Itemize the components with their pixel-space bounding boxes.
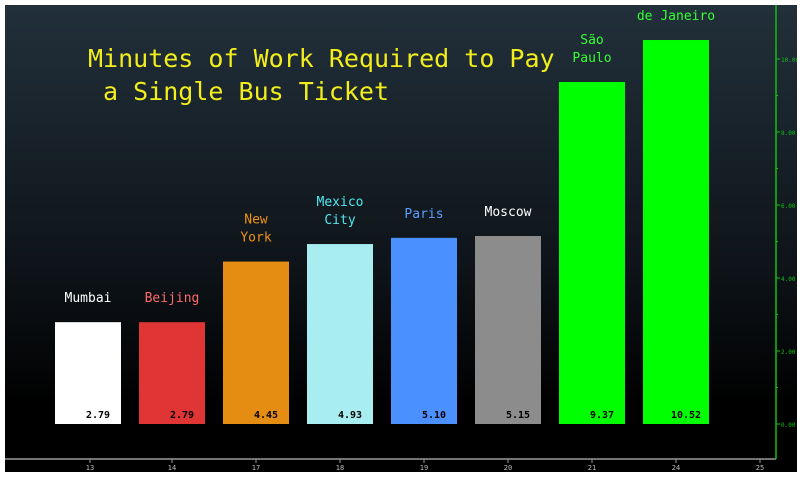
x-tick-label: 13 [86, 464, 94, 472]
x-tick-label: 17 [252, 464, 260, 472]
x-tick-label: 18 [336, 464, 344, 472]
category-label: Moscow [485, 205, 532, 220]
x-axis-band [5, 425, 776, 460]
bar-paris [391, 237, 457, 424]
value-label: 4.93 [338, 410, 362, 421]
value-label: 5.15 [506, 410, 530, 421]
y-tick-label: 0.00 [781, 422, 796, 429]
y-tick-label: 4.00 [781, 276, 796, 283]
y-tick-label: 2.00 [781, 349, 796, 356]
category-label: York [240, 231, 271, 246]
x-tick-label: 14 [168, 464, 176, 472]
category-label: Mexico [317, 195, 364, 210]
value-label: 10.52 [671, 410, 701, 421]
x-tick-label: 19 [420, 464, 428, 472]
category-label: Paris [404, 207, 443, 222]
y-tick-label: 10.00 [781, 57, 799, 64]
y-tick-label: 8.00 [781, 130, 796, 137]
x-tick-label: 20 [504, 464, 512, 472]
x-tick-label: 24 [672, 464, 680, 472]
x-tick-label: 25 [756, 464, 764, 472]
category-label: Mumbai [65, 291, 112, 306]
category-label: New [244, 213, 268, 228]
bar-new-york [223, 261, 289, 424]
value-label: 2.79 [86, 410, 110, 421]
value-label: 2.79 [170, 410, 194, 421]
bar-beijing [139, 322, 205, 424]
bar-rio-de-janeiro [643, 40, 709, 425]
chart-title: Minutes of Work Required to Pay [88, 44, 555, 73]
value-label: 4.45 [254, 410, 278, 421]
y-tick-label: 6.00 [781, 203, 796, 210]
bar-mexico-city [307, 244, 373, 424]
category-label: Beijing [145, 291, 200, 306]
category-label: de Janeiro [637, 9, 715, 24]
x-tick-label: 21 [588, 464, 596, 472]
category-label: Paulo [572, 51, 611, 66]
bar-mumbai [55, 322, 121, 424]
bar-moscow [475, 236, 541, 424]
bar-s-o-paulo [559, 81, 625, 425]
chart-title: a Single Bus Ticket [88, 77, 389, 106]
value-label: 9.37 [590, 410, 614, 421]
category-label: São [580, 33, 603, 48]
category-label: City [324, 213, 355, 228]
value-label: 5.10 [422, 410, 446, 421]
